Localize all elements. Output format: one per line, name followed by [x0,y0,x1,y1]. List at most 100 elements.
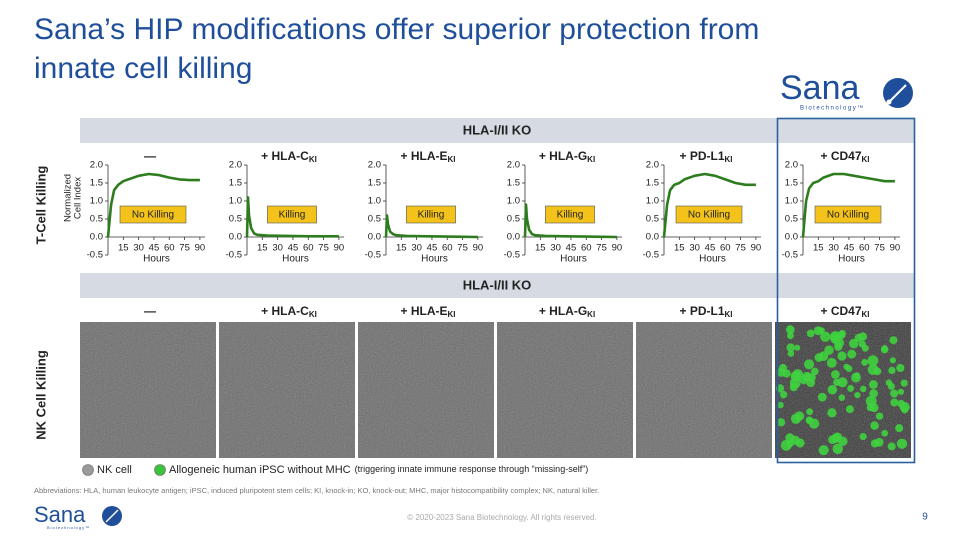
x-tick-label: 75 [318,243,329,254]
x-tick-label: 45 [844,243,855,254]
x-tick-label: 15 [535,243,546,254]
line-chart: + HLA-CKI 2.0 1.5 1.0 0.5 0.0 -0.5 15 30 45 60 75 90… [226,149,345,264]
x-tick-label: 60 [720,243,731,254]
ipsc-cell [869,380,878,389]
group-band [80,118,915,143]
ipsc-cell [860,385,867,393]
footer-logo-name: Sana [34,502,86,527]
y-tick-label: 2.0 [646,160,659,171]
x-axis-label: Hours [282,254,309,265]
x-tick-label: 90 [890,243,901,254]
legend-note: (triggering innate immune response throu… [355,464,589,474]
group-label: HLA-I/II KO [463,122,532,137]
ipsc-cell [847,349,857,359]
y-tick-label: 0.5 [90,214,103,225]
legend-entry: NK cell [97,464,132,476]
x-tick-label: 45 [288,243,299,254]
y-tick-label: -0.5 [504,250,520,261]
x-tick-label: 15 [674,243,685,254]
x-axis-label: Hours [421,254,448,265]
ipsc-cell [853,372,861,379]
ipsc-cell [818,327,825,334]
ipsc-cell [889,357,896,364]
condition-subscript: KI [725,155,733,164]
microscopy-images: — + HLA-CKI + HLA-EKI + HLA-GKI + PD-L1KI + C… [80,304,911,458]
ipsc-cell [804,359,814,370]
ipsc-cell [833,378,841,387]
ipsc-cell [820,331,831,342]
ipsc-cell [810,367,819,376]
condition-name: + CD47 [820,304,861,318]
y-tick-label: -0.5 [87,250,103,261]
condition-subscript: KI [448,155,456,164]
y-tick-label: 1.5 [646,178,659,189]
ipsc-cell [881,429,889,437]
condition-label: — [144,149,156,163]
ipsc-cell [806,408,814,416]
ipsc-cell [888,366,896,375]
condition-name: + HLA-G [539,149,587,163]
microscopy-texture [497,322,633,458]
ipsc-cell [838,394,846,401]
line-chart: + HLA-EKI 2.0 1.5 1.0 0.5 0.0 -0.5 15 30 45 60 75 90… [365,149,484,264]
y-tick-label: 2.0 [229,160,242,171]
ipsc-cell [890,398,899,407]
ipsc-cell [897,399,906,408]
condition-label: + CD47KI [820,304,869,319]
ipsc-cell [870,439,880,448]
annotation: Killing [279,210,306,221]
y-tick-label: 0.0 [90,232,103,243]
x-tick-label: 60 [581,243,592,254]
data-line [106,172,200,238]
annotation-box [406,205,456,224]
y-tick-label: 1.0 [90,196,103,207]
condition-subscript: KI [587,310,595,319]
y-tick-label: 1.5 [229,178,242,189]
condition-label: — [144,304,156,318]
logo: Sana Biotechnology™ [780,69,913,112]
ipsc-cell [824,345,834,355]
ipsc-cell [827,408,837,418]
ipsc-cell [890,389,899,398]
condition-name: + CD47 [820,149,861,163]
x-tick-label: 90 [195,243,206,254]
condition-subscript: KI [862,155,870,164]
legend: NK cell Allogeneic human iPSC without MHC… [82,464,589,476]
ipsc-cell [870,421,879,430]
annotation: No Killing [827,210,869,221]
ipsc-cell [787,350,795,357]
y-tick-label: 1.5 [368,178,381,189]
condition-subscript: KI [725,310,733,319]
x-tick-label: 45 [149,243,160,254]
condition-label: + HLA-EKI [400,149,455,164]
ipsc-cell [845,405,854,414]
highlight-box [776,117,916,464]
ipsc-cell [779,390,788,399]
y-tick-label: -0.5 [643,250,659,261]
data-line [662,172,756,238]
condition-name: + HLA-C [261,304,309,318]
y-tick-label: 2.0 [507,160,520,171]
x-tick-label: 30 [550,243,561,254]
ipsc-cell [830,331,841,342]
ipsc-cell [790,413,802,424]
condition-name: + HLA-E [400,304,447,318]
ipsc-cell [887,442,896,451]
ipsc-cell [895,424,904,433]
row-label: T-Cell Killing [33,166,48,245]
line-chart: — 2.0 1.5 1.0 0.5 0.0 -0.5 15 30 45 60 75 90 Hours Nor… [63,149,206,264]
ipsc-cell [806,329,815,338]
ipsc-cell [885,379,893,386]
ipsc-cell [865,395,877,407]
y-axis-label: Normalized [63,174,74,222]
condition-label: + HLA-GKI [539,149,595,164]
y-tick-label: 1.0 [229,196,242,207]
ipsc-cell [861,344,869,352]
ipsc-cell [861,358,869,366]
annotation-box [119,205,187,224]
logo-mark [888,84,907,103]
legend-label: NK cell [97,464,132,476]
y-tick-label: 0.0 [507,232,520,243]
ipsc-cell [789,383,798,392]
condition-label: + HLA-EKI [400,304,455,319]
